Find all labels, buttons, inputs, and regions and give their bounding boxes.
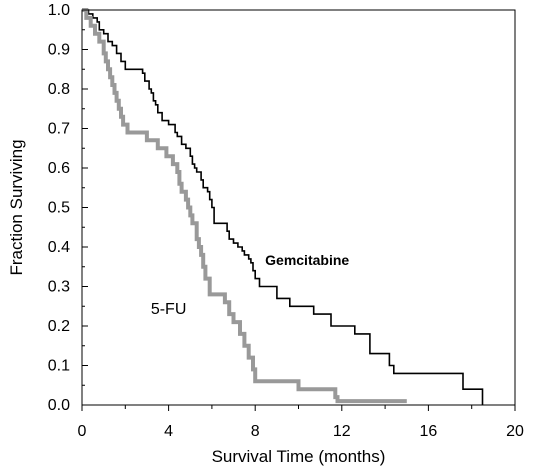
series-label-gemcitabine: Gemcitabine bbox=[265, 252, 349, 268]
y-tick-label: 0.1 bbox=[48, 358, 70, 375]
y-axis-title: Fraction Surviving bbox=[7, 139, 26, 275]
y-tick-label: 0.0 bbox=[48, 397, 70, 414]
series-label-5-fu: 5-FU bbox=[151, 301, 187, 318]
series-layer bbox=[82, 8, 484, 405]
y-tick-label: 0.2 bbox=[48, 318, 70, 335]
y-tick-label: 0.8 bbox=[48, 81, 70, 98]
series-line-5-fu bbox=[82, 8, 407, 404]
x-tick-label: 12 bbox=[333, 423, 351, 440]
series-line-gemcitabine bbox=[82, 9, 484, 405]
x-tick-label: 16 bbox=[420, 423, 438, 440]
x-tick-label: 0 bbox=[78, 423, 87, 440]
ticks-layer: 0.0 0.1 0.2 0.3 0.4 0.5 0.6 0.7 0.8 0.9 1.0 0 4 8 12 16… bbox=[48, 2, 524, 440]
x-axis-title: Survival Time (months) bbox=[212, 447, 386, 466]
y-tick-label: 0.4 bbox=[48, 239, 70, 256]
y-tick-label: 1.0 bbox=[48, 2, 70, 19]
y-tick-label: 0.5 bbox=[48, 200, 70, 217]
y-tick-label: 0.6 bbox=[48, 160, 70, 177]
y-tick-label: 0.7 bbox=[48, 121, 70, 138]
x-tick-label: 8 bbox=[251, 423, 260, 440]
labels-layer: Gemcitabine 5-FU bbox=[151, 252, 350, 318]
plot-frame bbox=[81, 9, 516, 406]
y-tick-label: 0.9 bbox=[48, 42, 70, 59]
x-tick-label: 20 bbox=[506, 423, 524, 440]
x-tick-label: 4 bbox=[164, 423, 173, 440]
y-tick-label: 0.3 bbox=[48, 279, 70, 296]
